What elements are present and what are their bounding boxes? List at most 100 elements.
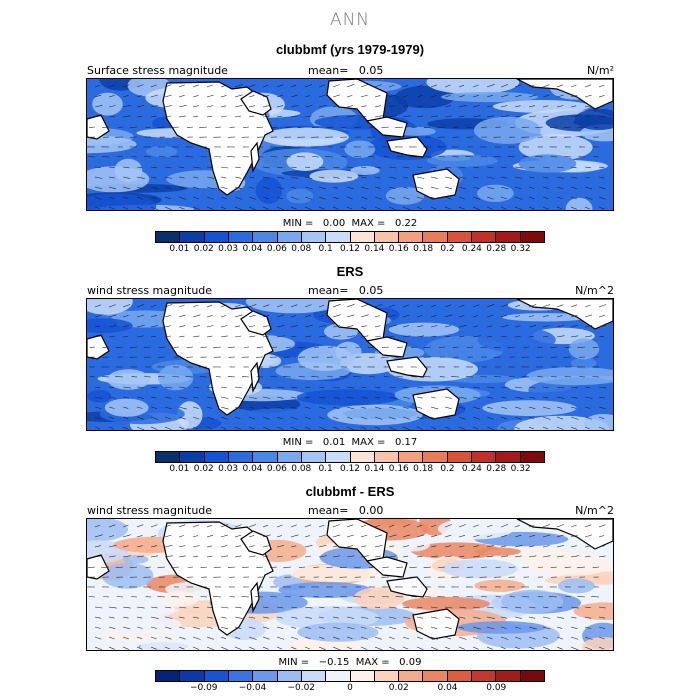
wind-vector — [192, 176, 199, 179]
colorbar-tick-label: 0.08 — [291, 464, 312, 474]
wind-vector — [318, 534, 326, 538]
field-patch — [574, 108, 613, 130]
wind-vector — [374, 534, 383, 538]
wind-vector — [276, 396, 284, 399]
wind-vector — [430, 545, 437, 548]
wind-vector — [164, 426, 172, 430]
field-patch — [518, 134, 593, 161]
wind-vector — [136, 386, 144, 389]
wind-vector — [164, 555, 173, 558]
wind-vector — [565, 346, 572, 348]
wind-vector — [388, 636, 395, 640]
wind-vector — [570, 206, 578, 210]
wind-vector — [500, 186, 509, 190]
colorbar-tick-label: 0.32 — [510, 244, 531, 254]
wind-vector — [108, 646, 115, 650]
field-patch — [501, 589, 564, 614]
wind-vector — [248, 166, 256, 169]
wind-vector — [94, 196, 103, 200]
wind-vector — [486, 105, 493, 108]
wind-vector — [430, 406, 439, 410]
map-canvas-diff — [87, 519, 613, 650]
wind-vector — [514, 186, 522, 189]
wind-vector — [402, 406, 409, 409]
wind-vector — [458, 406, 466, 409]
wind-vector — [444, 555, 452, 558]
wind-vector — [94, 314, 102, 318]
wind-vector — [584, 626, 592, 629]
wind-vector — [556, 206, 563, 210]
wind-vector — [304, 555, 312, 558]
wind-vector — [388, 396, 397, 399]
wind-vector — [220, 84, 227, 88]
wind-vector — [381, 346, 390, 348]
wind-vector — [290, 426, 299, 430]
wind-vector — [528, 186, 535, 189]
wind-vector — [214, 156, 222, 158]
wind-vector — [472, 534, 480, 538]
wind-vector — [528, 534, 536, 538]
wind-vector — [101, 156, 110, 158]
wind-vector — [206, 206, 214, 210]
wind-vector — [570, 105, 577, 108]
wind-vector — [570, 314, 578, 318]
wind-vector — [220, 524, 229, 528]
wind-vector — [507, 156, 516, 158]
wind-vector — [542, 646, 550, 650]
wind-vector — [186, 126, 194, 128]
wind-vector — [262, 115, 270, 118]
wind-vector — [242, 566, 250, 568]
wind-vector — [276, 545, 284, 548]
wind-vector — [360, 545, 367, 548]
wind-vector — [410, 596, 418, 598]
wind-vector — [220, 176, 227, 179]
wind-vector — [346, 636, 353, 640]
wind-vector — [374, 646, 383, 650]
wind-vector — [150, 416, 159, 420]
wind-vector — [108, 84, 116, 88]
wind-vector — [108, 166, 115, 169]
wind-vector — [570, 636, 579, 640]
wind-vector — [528, 545, 535, 548]
wind-vector — [472, 416, 481, 420]
wind-vector — [444, 325, 452, 328]
panel-title-model: clubbmf (yrs 1979-1979) — [275, 42, 425, 57]
wind-vector — [521, 126, 530, 128]
wind-vector — [164, 304, 173, 308]
wind-vector — [466, 376, 474, 378]
wind-vector — [150, 115, 157, 118]
colorbar-tick-label: 0.12 — [339, 464, 361, 474]
colorbar-swatch — [204, 452, 229, 462]
wind-vector — [430, 386, 439, 389]
wind-vector — [304, 304, 312, 308]
wind-vector — [374, 196, 382, 200]
wind-vector — [262, 626, 270, 629]
wind-vector — [598, 176, 605, 179]
wind-vector — [354, 156, 362, 158]
wind-vector — [500, 325, 509, 328]
wind-vector — [304, 84, 313, 88]
wind-vector — [556, 105, 564, 108]
wind-vector — [495, 566, 502, 568]
wind-vector — [486, 206, 494, 210]
wind-vector — [444, 166, 452, 169]
wind-vector — [94, 616, 102, 619]
wind-vector — [94, 606, 103, 609]
wind-vector — [556, 616, 565, 619]
wind-vector — [332, 105, 340, 108]
wind-vector — [486, 535, 493, 538]
wind-vector — [234, 206, 243, 210]
wind-vector — [242, 156, 250, 158]
wind-vector — [262, 105, 270, 108]
wind-vector — [108, 176, 115, 179]
wind-vector — [206, 534, 214, 538]
field-patch — [402, 596, 490, 611]
wind-vector — [444, 95, 451, 98]
wind-vector — [318, 304, 325, 308]
wind-vector — [402, 534, 411, 538]
wind-vector — [122, 335, 129, 338]
wind-vector — [452, 596, 460, 598]
wind-vector — [444, 314, 453, 318]
colorbar-tick-label: −0.09 — [189, 683, 218, 693]
wind-vector — [122, 176, 131, 179]
